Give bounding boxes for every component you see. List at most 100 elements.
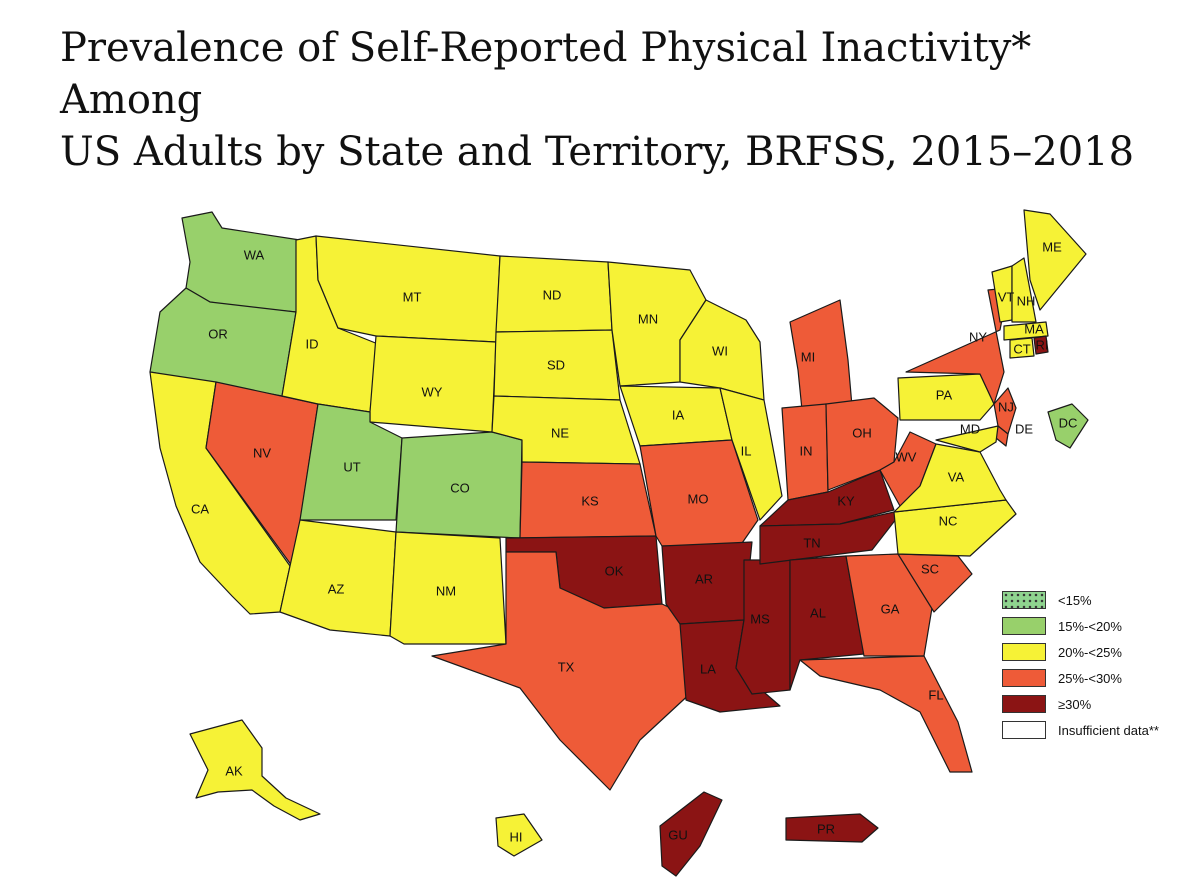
state-ak xyxy=(189,719,321,821)
state-ma xyxy=(1003,321,1049,341)
state-label-dc: DC xyxy=(1059,415,1078,430)
legend-item-ge30: ≥30% xyxy=(1002,694,1192,714)
map-legend: <15% 15%-<20% 20%-<25% 25%-<30% ≥30% Ins… xyxy=(1002,590,1192,746)
state-label-vt: VT xyxy=(998,289,1015,304)
state-label-hi: HI xyxy=(510,829,523,844)
state-label-sd: SD xyxy=(547,357,565,372)
us-choropleth-map: WA OR CA NV ID MT WY UT CO AZ NM ND SD NE KS OK TX MN IA MO… xyxy=(149,209,1089,877)
legend-swatch-insufficient xyxy=(1002,721,1046,739)
state-label-or: OR xyxy=(208,326,228,341)
state-label-la: LA xyxy=(700,661,716,676)
state-mi xyxy=(789,299,853,411)
legend-swatch-25-30 xyxy=(1002,669,1046,687)
state-label-az: AZ xyxy=(328,581,345,596)
state-va xyxy=(893,443,1007,513)
state-fl xyxy=(799,655,973,773)
state-az xyxy=(279,519,397,637)
state-label-gu: GU xyxy=(668,827,688,842)
legend-swatch-ge30 xyxy=(1002,695,1046,713)
state-me xyxy=(1023,209,1087,311)
state-label-ms: MS xyxy=(750,611,770,626)
state-label-nd: ND xyxy=(543,287,562,302)
legend-label-15-20: 15%-<20% xyxy=(1058,618,1122,634)
legend-swatch-15-20 xyxy=(1002,617,1046,635)
state-md xyxy=(935,425,999,453)
state-label-nj: NJ xyxy=(998,399,1014,414)
state-gu xyxy=(659,791,723,877)
state-label-mi: MI xyxy=(801,349,815,364)
state-ct xyxy=(1009,337,1035,359)
state-al xyxy=(789,555,865,691)
state-il xyxy=(719,387,783,521)
state-label-ok: OK xyxy=(605,563,624,578)
state-label-wa: WA xyxy=(244,247,265,262)
state-label-nm: NM xyxy=(436,583,456,598)
state-label-ca: CA xyxy=(191,501,209,516)
state-label-tn: TN xyxy=(803,535,820,550)
state-ny xyxy=(905,287,1009,405)
state-ms xyxy=(735,559,791,695)
state-dc xyxy=(1047,403,1089,449)
state-label-nc: NC xyxy=(939,513,958,528)
state-label-wv: WV xyxy=(896,449,917,464)
state-label-md: MD xyxy=(960,421,980,436)
state-tx xyxy=(431,551,695,791)
map-title: Prevalence of Self-Reported Physical Ina… xyxy=(60,22,1160,178)
legend-swatch-20-25 xyxy=(1002,643,1046,661)
state-label-tx: TX xyxy=(558,659,575,674)
state-label-wi: WI xyxy=(712,343,728,358)
state-label-ak: AK xyxy=(225,763,243,778)
state-label-mo: MO xyxy=(688,491,709,506)
state-ga xyxy=(845,553,935,657)
state-label-co: CO xyxy=(450,480,470,495)
state-label-ky: KY xyxy=(837,493,855,508)
state-label-me: ME xyxy=(1042,239,1062,254)
state-label-ny: NY xyxy=(969,329,987,344)
state-label-oh: OH xyxy=(852,425,872,440)
state-label-pr: PR xyxy=(817,821,835,836)
legend-label-insufficient: Insufficient data** xyxy=(1058,722,1159,738)
legend-label-ge30: ≥30% xyxy=(1058,696,1092,712)
state-label-ma: MA xyxy=(1024,321,1044,336)
state-label-mn: MN xyxy=(638,311,658,326)
state-wy xyxy=(369,335,497,433)
state-label-il: IL xyxy=(741,443,752,458)
state-label-wy: WY xyxy=(422,384,443,399)
state-label-nh: NH xyxy=(1017,293,1036,308)
state-label-sc: SC xyxy=(921,561,939,576)
state-nj xyxy=(993,387,1017,435)
state-label-pa: PA xyxy=(936,387,953,402)
state-hi xyxy=(495,813,543,857)
state-wi xyxy=(679,299,765,401)
title-line-2: US Adults by State and Territory, BRFSS,… xyxy=(60,129,1135,175)
state-label-ct: CT xyxy=(1013,341,1030,356)
state-label-in: IN xyxy=(800,443,813,458)
legend-item-15-20: 15%-<20% xyxy=(1002,616,1192,636)
legend-item-20-25: 20%-<25% xyxy=(1002,642,1192,662)
state-pr xyxy=(785,813,879,843)
state-label-al: AL xyxy=(810,605,826,620)
state-nh xyxy=(1011,257,1037,323)
state-label-fl: FL xyxy=(928,687,943,702)
legend-item-insufficient: Insufficient data** xyxy=(1002,720,1192,740)
legend-label-lt15: <15% xyxy=(1058,592,1092,608)
state-pa xyxy=(897,373,995,421)
state-label-ri: RI xyxy=(1036,337,1049,352)
state-label-ia: IA xyxy=(672,407,685,422)
state-label-ne: NE xyxy=(551,425,569,440)
state-label-ga: GA xyxy=(881,601,900,616)
state-ri xyxy=(1033,335,1049,355)
state-label-ut: UT xyxy=(343,459,360,474)
legend-item-25-30: 25%-<30% xyxy=(1002,668,1192,688)
legend-label-20-25: 20%-<25% xyxy=(1058,644,1122,660)
state-label-va: VA xyxy=(948,469,965,484)
legend-label-25-30: 25%-<30% xyxy=(1058,670,1122,686)
state-label-de: DE xyxy=(1015,421,1033,436)
state-label-ks: KS xyxy=(581,493,599,508)
title-line-1: Prevalence of Self-Reported Physical Ina… xyxy=(60,25,1032,123)
state-label-mt: MT xyxy=(403,289,422,304)
legend-swatch-lt15 xyxy=(1002,591,1046,609)
legend-item-lt15: <15% xyxy=(1002,590,1192,610)
state-label-ar: AR xyxy=(695,571,713,586)
state-label-id: ID xyxy=(306,336,319,351)
